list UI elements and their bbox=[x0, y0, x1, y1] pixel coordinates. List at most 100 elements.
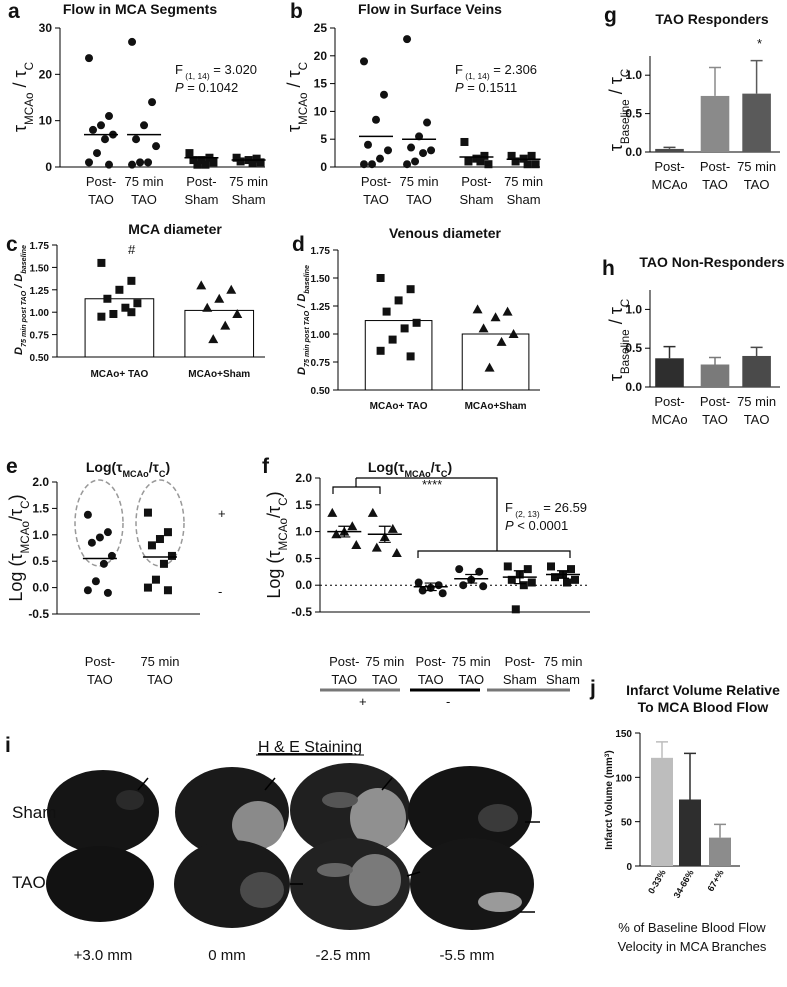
text-part: / τ bbox=[284, 70, 304, 92]
chart-title: MCA diameter bbox=[128, 221, 222, 237]
error-bar bbox=[709, 66, 721, 96]
x-tick-label: Sham bbox=[232, 192, 266, 207]
point bbox=[490, 312, 501, 322]
y-tick-label: 0.5 bbox=[295, 551, 312, 565]
y-tick-label: 1.5 bbox=[32, 501, 49, 515]
x-tick-label: Post- bbox=[700, 159, 730, 174]
y-tick-label: 10 bbox=[314, 104, 328, 118]
x-tick-label: 75 min bbox=[504, 174, 543, 189]
point bbox=[496, 336, 507, 346]
panel-letter: h bbox=[602, 257, 615, 280]
point bbox=[434, 581, 443, 590]
x-tick-label: 75 min bbox=[229, 174, 268, 189]
error-bar bbox=[338, 525, 351, 538]
point bbox=[201, 160, 210, 169]
y-tick-label: 0.0 bbox=[295, 578, 312, 592]
point bbox=[147, 541, 156, 550]
y-tick-label: -0.5 bbox=[28, 607, 49, 621]
point bbox=[95, 533, 104, 542]
y-tick-label: 1.0 bbox=[295, 525, 312, 539]
bar bbox=[364, 320, 433, 391]
brain-section bbox=[408, 766, 532, 858]
text-part: τ bbox=[10, 125, 30, 132]
x-tick-label: 75 min bbox=[737, 159, 776, 174]
group-ellipses bbox=[74, 479, 185, 567]
x-tick-label: 0-33% bbox=[646, 868, 668, 896]
text-part: / τ bbox=[10, 70, 30, 92]
x-tick-label: 75 min bbox=[543, 654, 582, 669]
y-tick-label: 0 bbox=[45, 160, 52, 174]
point bbox=[523, 565, 532, 574]
annotation: + bbox=[218, 506, 226, 521]
text-part: (1, 14) bbox=[183, 71, 210, 81]
text-part: Log(τ bbox=[368, 459, 405, 475]
point bbox=[484, 362, 495, 372]
error-bar bbox=[684, 752, 696, 800]
point bbox=[367, 507, 378, 517]
annotation: # bbox=[128, 242, 136, 257]
point bbox=[371, 542, 382, 552]
point bbox=[103, 294, 112, 303]
chart-title: TAO Non-Responders bbox=[639, 254, 784, 270]
text-part: MCAo bbox=[19, 520, 32, 553]
point bbox=[103, 588, 112, 597]
x-tick-label: Post- bbox=[361, 174, 391, 189]
point bbox=[159, 559, 168, 568]
text-part: C bbox=[619, 299, 632, 307]
x-tick-label: Post- bbox=[700, 394, 730, 409]
x-tick-label: Post- bbox=[654, 159, 684, 174]
y-tick-label: 1.75 bbox=[30, 241, 50, 252]
x-tick-label: TAO bbox=[87, 672, 113, 687]
text-part: D bbox=[296, 367, 308, 375]
point bbox=[502, 306, 513, 316]
annotation: F (2, 13) = 26.59 bbox=[505, 500, 587, 519]
y-tick-label: 0.0 bbox=[32, 581, 49, 595]
text-part: D bbox=[13, 347, 25, 355]
brain-section bbox=[410, 838, 534, 930]
text-part: C bbox=[23, 62, 36, 70]
x-tick-label: TAO bbox=[744, 412, 770, 427]
column-label: -5.5 mm bbox=[439, 947, 494, 964]
y-tick-label: 10 bbox=[39, 114, 53, 128]
panel-letter: f bbox=[262, 455, 270, 478]
bar bbox=[655, 148, 684, 152]
y-tick-label: 0.5 bbox=[32, 554, 49, 568]
x-tick-label: MCAo+Sham bbox=[465, 401, 527, 412]
point bbox=[472, 304, 483, 314]
point bbox=[226, 284, 237, 294]
text-part: = 26.59 bbox=[540, 500, 587, 515]
x-tick-label: 75 min bbox=[140, 654, 179, 669]
point bbox=[479, 582, 488, 591]
annotation: F (1, 14) = 2.306 bbox=[455, 62, 537, 81]
x-tick-label: TAO bbox=[331, 672, 357, 687]
point bbox=[121, 303, 130, 312]
point bbox=[163, 528, 172, 537]
bar bbox=[742, 355, 771, 387]
point bbox=[459, 581, 468, 590]
x-tick-label: Sham bbox=[503, 672, 537, 687]
point bbox=[155, 535, 164, 544]
bar bbox=[184, 309, 255, 358]
panel-letter: i bbox=[5, 734, 11, 757]
y-tick-label: 0 bbox=[320, 160, 327, 174]
y-tick-label: 5 bbox=[320, 132, 327, 146]
x-tick-label: MCAo+Sham bbox=[188, 369, 250, 380]
point bbox=[480, 151, 489, 160]
x-tick-label: Post- bbox=[654, 394, 684, 409]
text-part: /τ bbox=[431, 459, 442, 475]
point bbox=[143, 508, 152, 517]
y-tick-label: 0.0 bbox=[625, 145, 642, 159]
point bbox=[507, 151, 516, 160]
point bbox=[232, 308, 243, 318]
x-tick-label: Post- bbox=[329, 654, 359, 669]
brain-section bbox=[174, 840, 290, 928]
point bbox=[85, 54, 93, 63]
text-part: ) bbox=[447, 459, 452, 475]
y-tick-label: 0.5 bbox=[625, 341, 642, 355]
text-part: P bbox=[505, 518, 514, 533]
point bbox=[89, 125, 97, 134]
point bbox=[97, 312, 106, 321]
x-tick-label: TAO bbox=[418, 672, 444, 687]
point bbox=[115, 285, 124, 294]
